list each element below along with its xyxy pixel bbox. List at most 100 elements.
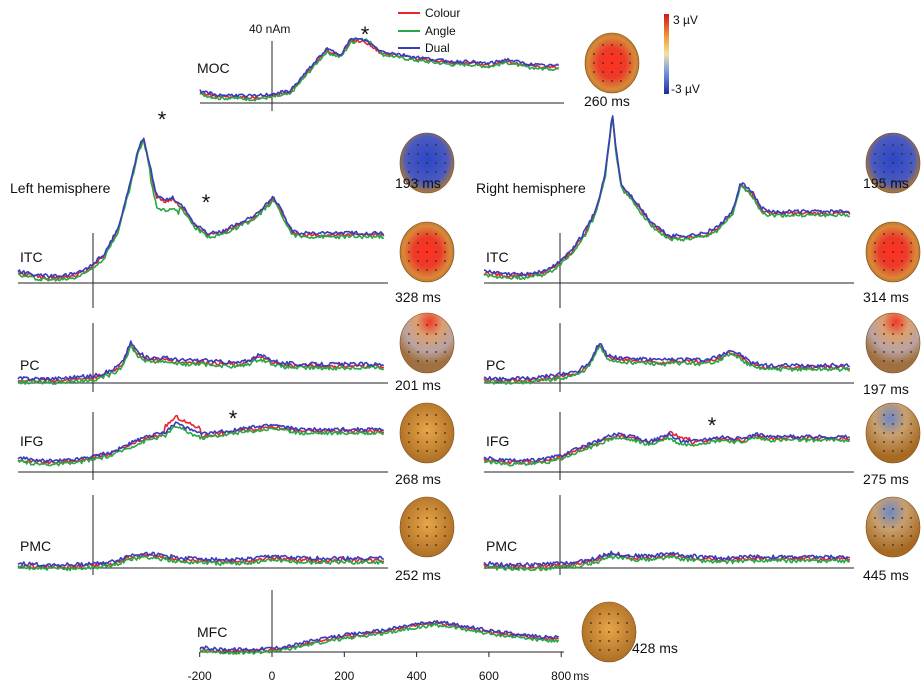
electrode-dot (426, 414, 428, 416)
electrode-dot (435, 441, 437, 443)
electrode-dot (892, 351, 894, 353)
trace-colour (483, 117, 851, 279)
amplitude-scale-label: 40 nAm (249, 22, 290, 36)
electrode-dot (602, 44, 604, 46)
electrode-dot (883, 269, 885, 271)
electrode-dot (617, 613, 619, 615)
electrode-dot (426, 517, 428, 519)
electrode-dot (883, 342, 885, 344)
right-hemisphere-label: Right hemisphere (476, 180, 586, 196)
electrode-dot (892, 423, 894, 425)
electrode-dot (444, 333, 446, 335)
region-label: PC (20, 357, 39, 373)
map-time-label: 428 ms (632, 640, 678, 656)
map-time-label: 314 ms (863, 289, 909, 305)
electrode-dot (883, 414, 885, 416)
electrode-dot (426, 153, 428, 155)
map-time-label: 260 ms (584, 93, 630, 109)
electrode-dot (417, 180, 419, 182)
map-time-label: 201 ms (395, 377, 441, 393)
electrode-dot (426, 423, 428, 425)
electrode-dot (435, 144, 437, 146)
electrode-dot (901, 544, 903, 546)
electrode-dot (435, 242, 437, 244)
significance-star: * (361, 22, 370, 47)
electrode-dot (444, 351, 446, 353)
left-hemisphere-label: Left hemisphere (10, 180, 111, 196)
trace-angle (17, 425, 385, 467)
panel-itc-right: ITC (483, 115, 854, 308)
electrode-dot (874, 441, 876, 443)
electrode-dot (444, 171, 446, 173)
electrode-dot (901, 508, 903, 510)
electrode-dot (608, 613, 610, 615)
electrode-dot (892, 269, 894, 271)
electrode-dot (901, 526, 903, 528)
electrode-dot (435, 162, 437, 164)
colorbar-max-label: 3 µV (673, 13, 698, 27)
electrode-dot (435, 324, 437, 326)
panel-pc-right: PC (483, 323, 854, 392)
electrode-dot (892, 535, 894, 537)
significance-star: * (202, 190, 211, 215)
electrode-dot (901, 324, 903, 326)
electrode-dot (408, 251, 410, 253)
electrode-dot (444, 423, 446, 425)
electrode-dot (910, 153, 912, 155)
electrode-dot (892, 360, 894, 362)
electrode-dot (599, 622, 601, 624)
electrode-dot (883, 144, 885, 146)
electrode-dot (901, 260, 903, 262)
region-label: IFG (486, 433, 509, 449)
electrode-dot (417, 508, 419, 510)
legend-label-colour: Colour (425, 6, 460, 20)
electrode-dot (901, 153, 903, 155)
panel-pc-left: PC (17, 323, 388, 392)
electrode-dot (417, 171, 419, 173)
electrode-dot (883, 351, 885, 353)
electrode-dot (417, 351, 419, 353)
electrode-dot (417, 360, 419, 362)
electrode-dot (426, 242, 428, 244)
electrode-dot (620, 62, 622, 64)
panel-pmc-right: PMC (483, 495, 854, 575)
topography-map: 260 ms (584, 32, 640, 109)
electrode-dot (892, 414, 894, 416)
electrode-dot (426, 342, 428, 344)
region-label: MFC (197, 624, 227, 640)
electrode-dot (892, 180, 894, 182)
electrode-dot (417, 242, 419, 244)
electrode-dot (435, 153, 437, 155)
electrode-dot (883, 535, 885, 537)
electrode-dot (426, 432, 428, 434)
electrode-dot (910, 423, 912, 425)
trace-dual (199, 37, 560, 99)
electrode-dot (435, 351, 437, 353)
electrode-dot (901, 333, 903, 335)
electrode-dot (435, 517, 437, 519)
colorbar: 3 µV -3 µV (664, 13, 700, 96)
panels-layer: MOC * ITC * * ITC PC PC IFG * IFG * PMC PMC MFC (17, 22, 854, 656)
electrode-dot (435, 450, 437, 452)
electrode-dot (611, 62, 613, 64)
electrode-dot (417, 324, 419, 326)
electrode-dot (608, 622, 610, 624)
electrode-dot (435, 233, 437, 235)
topography-map: 195 ms (863, 132, 921, 194)
x-tick-label: 0 (269, 669, 276, 683)
electrode-dot (892, 144, 894, 146)
electrode-dot (444, 342, 446, 344)
electrode-dot (426, 324, 428, 326)
electrode-dot (417, 342, 419, 344)
electrode-dot (620, 53, 622, 55)
electrode-dot (901, 251, 903, 253)
panel-ifg-left: IFG * (17, 406, 388, 480)
electrode-dot (883, 242, 885, 244)
electrode-dot (910, 342, 912, 344)
map-time-label: 275 ms (863, 471, 909, 487)
electrode-dot (874, 423, 876, 425)
electrode-dot (417, 260, 419, 262)
electrode-dot (901, 351, 903, 353)
legend-label-angle: Angle (425, 24, 456, 38)
electrode-dot (602, 53, 604, 55)
